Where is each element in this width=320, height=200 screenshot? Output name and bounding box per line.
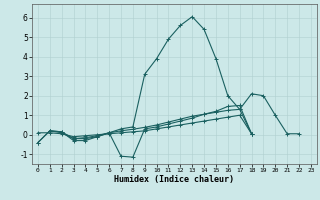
X-axis label: Humidex (Indice chaleur): Humidex (Indice chaleur)	[115, 175, 234, 184]
